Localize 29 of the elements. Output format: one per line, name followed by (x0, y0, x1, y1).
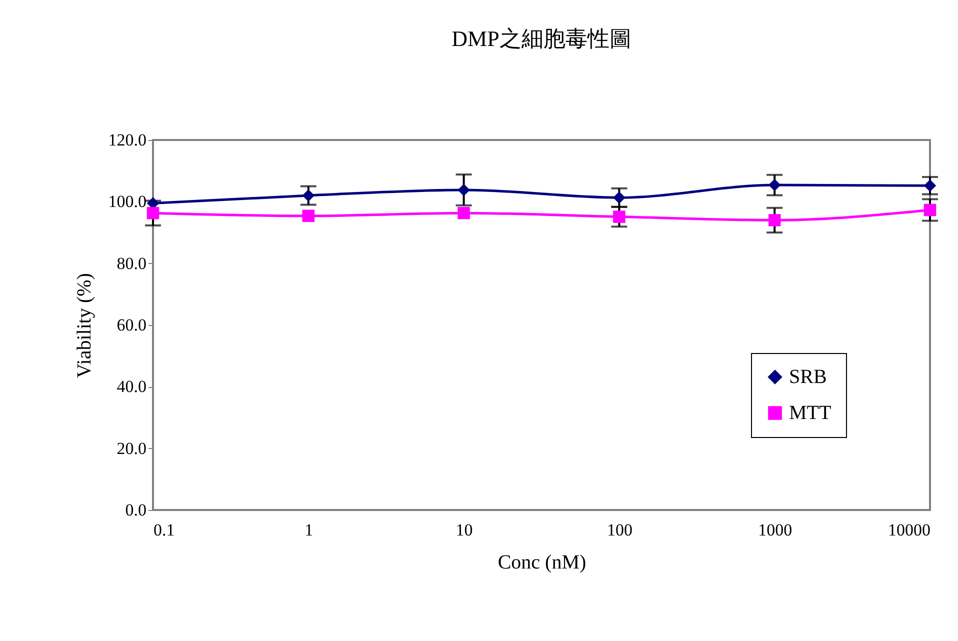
point (302, 189, 315, 202)
y-axis-title: Viability (%) (73, 273, 96, 378)
x-tick-label: 10000 (888, 520, 930, 540)
point (613, 210, 626, 223)
point (458, 184, 470, 196)
y-tick-label: 100.0 (108, 192, 146, 212)
y-tick-label: 0.0 (125, 500, 146, 520)
point (924, 180, 936, 192)
legend-label: SRB (789, 366, 827, 388)
x-tick-label: 10 (456, 520, 473, 540)
point (458, 206, 470, 220)
x-tick-label: 0.1 (154, 520, 175, 540)
y-tick-label: 60.0 (116, 316, 146, 334)
point (768, 214, 781, 226)
point (302, 210, 315, 222)
point (146, 206, 160, 220)
chart-title: DMP之細胞毒性圖 (452, 26, 632, 51)
x-tick-label: 1 (304, 520, 314, 540)
point (613, 192, 626, 204)
x-tick-label: 100 (606, 520, 632, 540)
point (768, 178, 781, 192)
x-axis-title: Conc (nM) (498, 552, 586, 574)
legend-label: MTT (789, 402, 832, 424)
point (924, 204, 936, 216)
y-tick-label: 40.0 (116, 377, 146, 396)
y-tick-label: 20.0 (116, 438, 146, 458)
y-tick-label: 80.0 (116, 254, 146, 273)
y-tick-label: 120.0 (108, 130, 146, 150)
x-tick-label: 1000 (758, 520, 792, 540)
